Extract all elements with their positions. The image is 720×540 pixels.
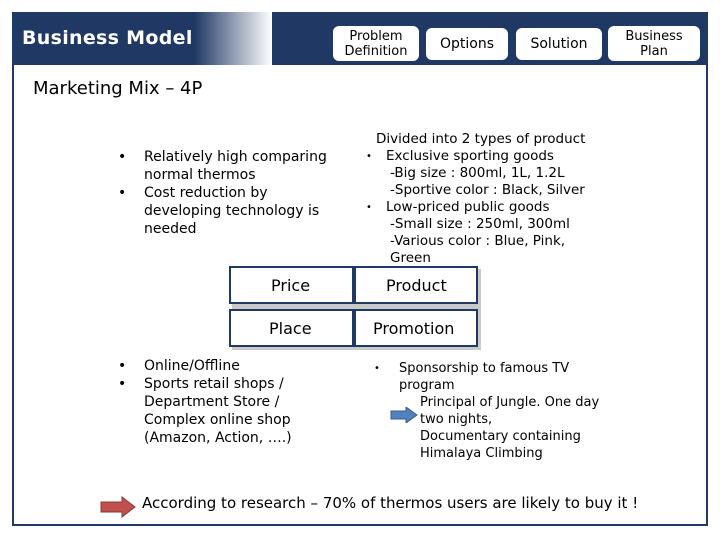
detail-line: -Small size : 250ml, 300ml xyxy=(390,216,570,232)
product-description: Divided into 2 types of product • Exclusi… xyxy=(360,131,610,267)
tab-business-plan[interactable]: Business Plan xyxy=(606,24,702,63)
section-title: Marketing Mix – 4P xyxy=(33,78,203,99)
list-item-text: Sports retail shops / Department Store /… xyxy=(144,376,292,446)
bullet: • xyxy=(118,149,127,165)
list-item-text: Exclusive sporting goods xyxy=(386,148,554,164)
arrow-right-icon xyxy=(100,496,136,518)
bullet: • xyxy=(118,376,127,392)
product-heading: Divided into 2 types of product xyxy=(376,131,586,147)
list-item: • Exclusive sporting goods xyxy=(360,148,610,165)
detail-line: -Sportive color : Black, Silver xyxy=(390,182,585,198)
detail-line: -Big size : 800ml, 1L, 1.2L xyxy=(390,165,565,181)
detail-line: -Various color : Blue, Pink, Green xyxy=(390,233,566,266)
list-item: • Sponsorship to famous TV program xyxy=(372,360,602,394)
quadrant-product: Product xyxy=(354,266,478,304)
detail-line: Documentary containing Himalaya Climbing xyxy=(420,429,581,461)
bullet: • xyxy=(366,202,372,213)
list-item: • Low-priced public goods xyxy=(360,199,610,216)
tab-label: Plan xyxy=(640,43,668,59)
tab-problem-definition[interactable]: Problem Definition xyxy=(331,24,421,63)
detail-line: Principal of Jungle. One day two nights, xyxy=(420,395,600,427)
tab-label: Problem xyxy=(349,28,403,44)
list-item: • Relatively high comparing normal thermo… xyxy=(118,148,333,184)
list-item: • Online/Offline xyxy=(118,357,333,375)
tab-solution[interactable]: Solution xyxy=(514,26,604,62)
list-item: • Sports retail shops / Department Store … xyxy=(118,375,333,447)
bullet: • xyxy=(374,363,380,374)
tab-label: Options xyxy=(439,35,495,52)
header-title: Business Model xyxy=(22,27,193,49)
tab-options[interactable]: Options xyxy=(424,26,510,62)
place-points-list: • Online/Offline • Sports retail shops / D… xyxy=(118,357,333,447)
arrow-shape xyxy=(100,496,136,518)
promotion-description: • Sponsorship to famous TV program Princi… xyxy=(372,360,602,462)
quadrant-price: Price xyxy=(229,266,354,304)
bullet: • xyxy=(118,358,127,374)
list-item-text: Low-priced public goods xyxy=(386,199,550,215)
quadrant-promotion: Promotion xyxy=(354,309,478,347)
list-item-text: Online/Offline xyxy=(144,358,240,374)
price-points-list: • Relatively high comparing normal thermo… xyxy=(118,148,333,238)
bullet: • xyxy=(366,151,372,162)
list-item-text: Cost reduction by developing technology … xyxy=(144,185,320,237)
arrow-shape xyxy=(390,407,418,423)
footer-text: According to research – 70% of thermos u… xyxy=(142,494,639,512)
tab-label: Business xyxy=(625,28,683,44)
tab-label: Solution xyxy=(530,35,588,52)
bullet: • xyxy=(118,185,127,201)
header-bar xyxy=(12,12,272,65)
list-item: • Cost reduction by developing technology… xyxy=(118,184,333,238)
list-item-text: Sponsorship to famous TV program xyxy=(399,361,570,393)
tab-label: Definition xyxy=(344,43,408,59)
arrow-right-icon xyxy=(390,407,418,423)
list-item-text: Relatively high comparing normal thermos xyxy=(144,149,327,183)
quadrant-place: Place xyxy=(229,309,354,347)
